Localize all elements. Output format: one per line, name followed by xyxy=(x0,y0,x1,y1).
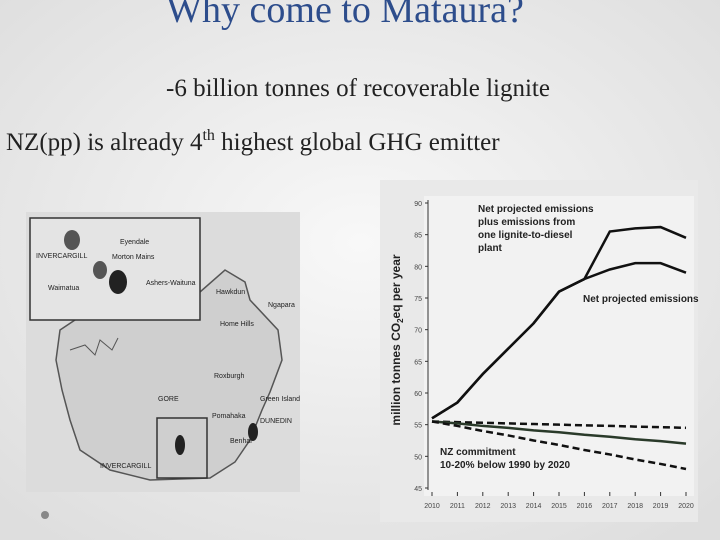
y-tick-label: 90 xyxy=(414,201,422,208)
coastline xyxy=(55,269,283,481)
y-tick-label: 65 xyxy=(414,359,422,366)
map-label: INVERCARGILL xyxy=(36,253,87,260)
x-tick-label: 2020 xyxy=(678,503,694,510)
bullet: NZ(pp) is already 4th highest global GHG… xyxy=(6,127,500,156)
map-label: Ngapara xyxy=(268,302,295,309)
x-tick-label: 2017 xyxy=(602,503,618,510)
lignite-field xyxy=(93,261,107,279)
map-label: Eyendale xyxy=(120,239,149,246)
chart-annotation: Net projected emissions xyxy=(583,294,699,305)
plot-area xyxy=(424,196,694,496)
map-label: GORE xyxy=(158,396,179,403)
y-axis-label: million tonnes CO2eq per year xyxy=(389,254,405,425)
y-tick-label: 70 xyxy=(414,328,422,335)
x-tick-label: 2013 xyxy=(500,503,516,510)
y-tick-label: 45 xyxy=(414,486,422,493)
chart-annotation: 10-20% below 1990 by 2020 xyxy=(440,460,571,471)
slide-title: Why come to Mataura? xyxy=(166,0,524,31)
series-line xyxy=(431,420,687,445)
series-line xyxy=(431,261,687,420)
map-label: Green Island xyxy=(260,396,300,403)
map-label: Benhar xyxy=(230,438,253,445)
map-label: INVERCARGILL xyxy=(100,463,151,470)
map-photo: Eyendale INVERCARGILL Morton Mains Ashers-W… xyxy=(26,212,300,492)
fiord xyxy=(69,337,119,356)
map-label: Hawkdun xyxy=(216,289,245,296)
chart-photo: million tonnes CO2eq per year 45 50 55 60 65… xyxy=(380,180,699,522)
series-line xyxy=(431,420,687,471)
series-line xyxy=(431,420,687,430)
x-tick-label: 2010 xyxy=(424,503,440,510)
bullet-text: highest global GHG emitter xyxy=(215,129,500,156)
lignite-field xyxy=(109,270,127,294)
y-label-text: million tonnes CO xyxy=(389,323,403,426)
chart-annotation: NZ commitment xyxy=(440,447,516,458)
chart-annotation: plus emissions from xyxy=(478,217,575,228)
map-label: Waimatua xyxy=(48,285,79,292)
bullet-text: NZ(pp) is already 4 xyxy=(6,129,203,156)
map-label: Home Hills xyxy=(220,321,254,328)
x-tick-label: 2012 xyxy=(475,503,491,510)
x-tick-label: 2014 xyxy=(526,503,542,510)
inset-box xyxy=(156,417,208,479)
map-label: DUNEDIN xyxy=(260,418,292,425)
x-tick-label: 2011 xyxy=(450,503,465,510)
map-label: Roxburgh xyxy=(214,373,244,380)
chart-annotation: one lignite-to-diesel xyxy=(478,230,573,241)
map-label: Pomahaka xyxy=(212,413,246,420)
inset-box xyxy=(29,217,201,321)
lignite-field xyxy=(175,435,185,455)
y-label-text: eq per year xyxy=(389,254,403,318)
chart-annotation: Net projected emissions xyxy=(478,204,594,215)
map-label: Ashers-Waituna xyxy=(146,280,196,287)
y-tick-label: 75 xyxy=(414,296,422,303)
bullet-dot xyxy=(41,511,49,519)
x-tick-label: 2018 xyxy=(627,503,643,510)
x-tick-label: 2015 xyxy=(551,503,567,510)
map-label: Morton Mains xyxy=(112,254,155,261)
x-tick-label: 2019 xyxy=(653,503,669,510)
y-tick-label: 55 xyxy=(414,423,422,430)
y-tick-label: 80 xyxy=(414,264,422,271)
y-tick-label: 50 xyxy=(414,454,422,461)
lignite-field xyxy=(64,230,80,250)
y-tick-label: 85 xyxy=(414,233,422,240)
bullet: -6 billion tonnes of recoverable lignite xyxy=(166,75,550,102)
x-tick-label: 2016 xyxy=(577,503,593,510)
lignite-field xyxy=(248,423,258,441)
chart-annotation: plant xyxy=(478,243,503,254)
y-label-sub: 2 xyxy=(396,318,405,323)
y-tick-label: 60 xyxy=(414,391,422,398)
superscript: th xyxy=(202,127,214,144)
